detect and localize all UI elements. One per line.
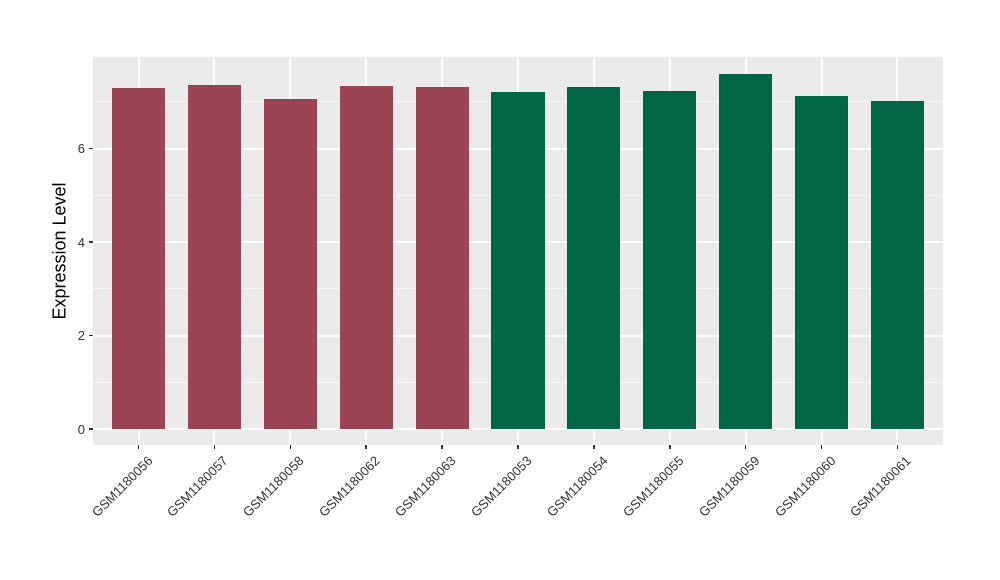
x-tick-mark-GSM1180058 (289, 445, 292, 449)
bar-GSM1180055 (643, 91, 697, 430)
bar-GSM1180063 (415, 87, 469, 430)
x-tick-mark-GSM1180056 (137, 445, 140, 449)
y-tick-mark-6 (89, 147, 93, 150)
plot-panel (93, 57, 943, 445)
bar-GSM1180062 (339, 85, 393, 430)
y-tick-label-6: 6 (77, 141, 85, 157)
bar-GSM1180057 (187, 85, 241, 430)
y-tick-label-4: 4 (77, 234, 85, 250)
x-tick-mark-GSM1180060 (820, 445, 823, 449)
bar-GSM1180054 (567, 87, 621, 430)
x-tick-mark-GSM1180055 (669, 445, 671, 449)
x-tick-mark-GSM1180063 (441, 445, 443, 449)
y-tick-mark-2 (89, 334, 93, 337)
y-tick-mark-4 (89, 241, 93, 243)
x-tick-mark-GSM1180054 (593, 445, 595, 449)
bar-GSM1180058 (263, 98, 317, 430)
bar-GSM1180060 (795, 96, 849, 430)
x-tick-mark-GSM1180062 (365, 445, 367, 449)
bar-GSM1180059 (719, 74, 773, 430)
y-tick-label-2: 2 (77, 328, 85, 344)
y-tick-label-0: 0 (77, 421, 85, 437)
x-tick-mark-GSM1180057 (213, 445, 216, 449)
bar-GSM1180056 (111, 88, 166, 430)
y-tick-mark-0 (89, 428, 93, 430)
y-axis-title: Expression Level (49, 182, 70, 320)
bar-GSM1180053 (491, 92, 545, 430)
x-tick-mark-GSM1180059 (744, 445, 747, 449)
x-tick-mark-GSM1180061 (896, 445, 899, 449)
x-tick-mark-GSM1180053 (517, 445, 519, 449)
bar-GSM1180061 (870, 100, 925, 430)
